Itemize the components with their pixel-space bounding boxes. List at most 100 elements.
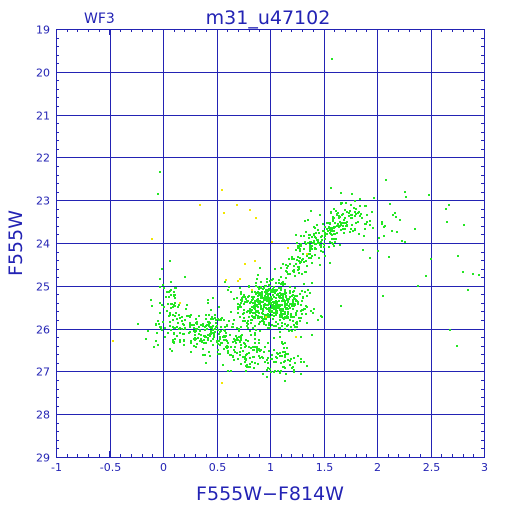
data-point bbox=[302, 296, 304, 298]
data-point bbox=[212, 338, 214, 340]
data-point bbox=[348, 215, 350, 217]
data-point bbox=[197, 337, 199, 339]
data-point bbox=[300, 317, 302, 319]
y-tick-label: 26 bbox=[36, 324, 50, 337]
data-point bbox=[183, 339, 185, 341]
data-point bbox=[273, 361, 275, 363]
data-point bbox=[448, 204, 450, 206]
data-point bbox=[217, 349, 219, 351]
data-point bbox=[381, 223, 383, 225]
data-point bbox=[253, 356, 255, 358]
data-point bbox=[310, 210, 312, 212]
data-point bbox=[255, 314, 257, 316]
data-point bbox=[221, 317, 223, 319]
data-point bbox=[478, 274, 480, 276]
data-point bbox=[275, 297, 277, 299]
data-point bbox=[199, 330, 201, 332]
data-point bbox=[241, 300, 243, 302]
data-point bbox=[336, 225, 338, 227]
data-point bbox=[351, 224, 353, 226]
data-point bbox=[244, 356, 246, 358]
data-point bbox=[244, 343, 246, 345]
data-point bbox=[401, 240, 403, 242]
data-point bbox=[396, 231, 398, 233]
data-point bbox=[227, 352, 229, 354]
data-point bbox=[249, 366, 251, 368]
chip-label: WF3 bbox=[84, 11, 115, 27]
data-point bbox=[269, 308, 271, 310]
data-point bbox=[315, 243, 317, 245]
data-point bbox=[285, 308, 287, 310]
data-point bbox=[320, 246, 322, 248]
data-point bbox=[184, 276, 186, 278]
data-point bbox=[240, 306, 242, 308]
data-point bbox=[319, 264, 321, 266]
data-point bbox=[351, 193, 353, 195]
data-point bbox=[282, 263, 284, 265]
chart-title: m31_u47102 bbox=[206, 7, 331, 29]
data-point bbox=[177, 306, 179, 308]
data-point bbox=[259, 330, 261, 332]
data-point bbox=[243, 303, 245, 305]
data-point bbox=[339, 244, 341, 246]
data-point bbox=[314, 236, 316, 238]
data-point bbox=[310, 241, 312, 243]
data-point bbox=[234, 346, 236, 348]
data-point bbox=[299, 293, 301, 295]
data-point bbox=[258, 342, 260, 344]
data-point bbox=[282, 297, 284, 299]
data-point bbox=[151, 238, 153, 240]
data-point bbox=[178, 314, 180, 316]
data-point bbox=[230, 311, 232, 313]
data-point bbox=[430, 258, 432, 260]
data-point bbox=[224, 281, 226, 283]
data-point bbox=[240, 344, 242, 346]
data-point bbox=[288, 298, 290, 300]
data-point bbox=[181, 316, 183, 318]
data-point bbox=[254, 325, 256, 327]
data-point bbox=[269, 299, 271, 301]
data-point bbox=[283, 300, 285, 302]
data-point bbox=[314, 254, 316, 256]
data-point bbox=[340, 305, 342, 307]
data-point bbox=[346, 211, 348, 213]
data-point bbox=[399, 219, 401, 221]
data-point bbox=[264, 285, 266, 287]
data-point bbox=[169, 314, 171, 316]
data-point bbox=[310, 310, 312, 312]
data-point bbox=[174, 302, 176, 304]
data-point bbox=[256, 347, 258, 349]
data-point bbox=[254, 334, 256, 336]
data-point bbox=[345, 202, 347, 204]
data-point bbox=[306, 253, 308, 255]
data-point bbox=[182, 323, 184, 325]
data-point bbox=[166, 310, 168, 312]
data-point bbox=[214, 328, 216, 330]
data-point bbox=[254, 307, 256, 309]
data-point bbox=[289, 273, 291, 275]
data-point bbox=[359, 198, 361, 200]
data-point bbox=[287, 359, 289, 361]
data-point bbox=[199, 340, 201, 342]
data-point bbox=[169, 325, 171, 327]
data-point bbox=[284, 328, 286, 330]
data-point bbox=[224, 330, 226, 332]
x-tick-label: 1 bbox=[267, 461, 274, 474]
data-point bbox=[198, 326, 200, 328]
data-point bbox=[369, 224, 371, 226]
data-point bbox=[404, 191, 406, 193]
data-point bbox=[300, 358, 302, 360]
data-point bbox=[372, 227, 374, 229]
data-point bbox=[223, 212, 225, 214]
data-point bbox=[292, 294, 294, 296]
data-point bbox=[283, 347, 285, 349]
data-point bbox=[331, 238, 333, 240]
data-point bbox=[334, 233, 336, 235]
data-point bbox=[195, 328, 197, 330]
data-point bbox=[271, 314, 273, 316]
data-point bbox=[320, 250, 322, 252]
data-point bbox=[159, 278, 161, 280]
data-point bbox=[207, 337, 209, 339]
data-point bbox=[261, 294, 263, 296]
